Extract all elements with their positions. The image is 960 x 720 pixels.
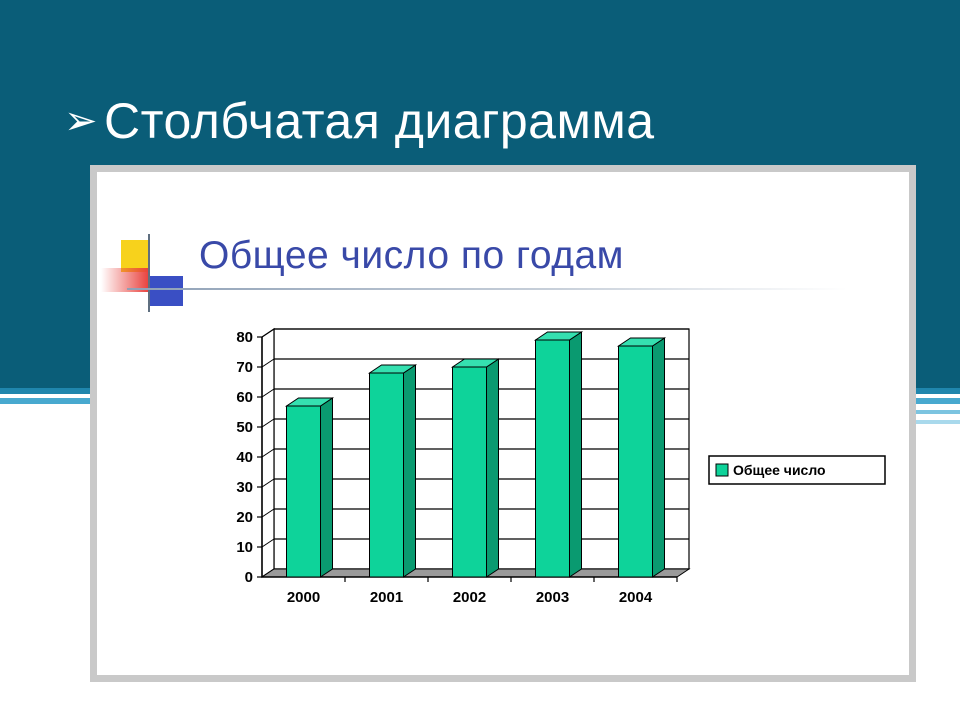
bar	[452, 366, 487, 578]
bar-chart: 0 10 20 30 40 50 60 70 80 2000 2001 2002 2003 2004 Общ…	[236, 327, 886, 606]
legend-box	[708, 455, 886, 485]
y-tick-label: 20	[236, 509, 253, 526]
gridline-side	[261, 538, 275, 548]
x-tick-label: 2001	[370, 589, 403, 606]
x-tick-label: 2000	[287, 589, 320, 606]
x-tick-label: 2002	[453, 589, 486, 606]
gridline-side	[261, 448, 275, 458]
legend-label: Общее число	[733, 462, 826, 478]
title-decoration-line	[148, 234, 150, 312]
x-tick-label: 2004	[619, 589, 653, 606]
bar	[369, 372, 404, 578]
bar-top	[533, 331, 584, 341]
bar-side	[652, 337, 665, 578]
y-tick-label: 60	[236, 389, 253, 406]
chart-title: Общее число по годам	[199, 234, 624, 277]
gridline-side	[261, 388, 275, 398]
gridline-side	[261, 328, 275, 338]
chart-title-underline	[127, 288, 847, 290]
bar-top	[450, 358, 501, 368]
bar-side	[320, 397, 333, 578]
slide-title-text: Столбчатая диаграмма	[104, 93, 655, 149]
y-tick-label: 70	[236, 359, 253, 376]
bar-top	[367, 364, 418, 374]
bar-top	[284, 397, 335, 407]
title-decoration-yellow	[121, 240, 149, 272]
gridline-side	[261, 418, 275, 428]
arrow-bullet-icon: ➢	[64, 99, 99, 143]
y-tick-label: 0	[245, 569, 253, 586]
gridline-side	[261, 508, 275, 518]
y-tick-label: 30	[236, 479, 253, 496]
gridline-side	[261, 358, 275, 368]
bar	[286, 405, 321, 578]
y-tick-label: 80	[236, 329, 253, 346]
y-tick-label: 40	[236, 449, 253, 466]
bar	[618, 345, 653, 578]
gridline-side	[261, 478, 275, 488]
x-tick-label: 2003	[536, 589, 569, 606]
bar-side	[403, 364, 416, 578]
bar	[535, 339, 570, 578]
y-tick-label: 10	[236, 539, 253, 556]
bar-top	[616, 337, 667, 347]
slide-title: ➢ Столбчатая диаграмма	[64, 92, 655, 150]
bar-side	[486, 358, 499, 578]
title-decoration-blue	[149, 276, 183, 306]
bar-side	[569, 331, 582, 578]
chart-picture: Общее число по годам 0 10 20 30 40 50 60 70 80 20…	[90, 165, 916, 682]
legend-swatch	[715, 463, 729, 477]
y-tick-label: 50	[236, 419, 253, 436]
